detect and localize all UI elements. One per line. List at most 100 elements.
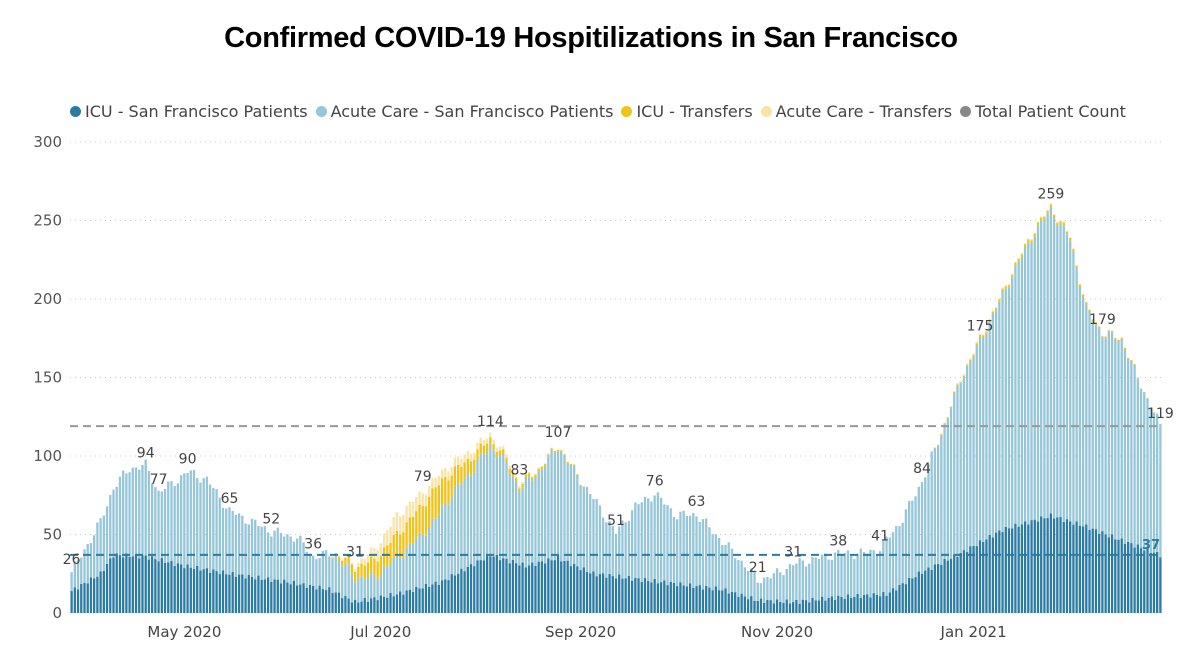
bar-acute-sf[interactable] (231, 510, 234, 572)
bar-icu-sf[interactable] (482, 560, 486, 613)
bar-icu-sf[interactable] (924, 570, 927, 613)
bar-acute-sf[interactable] (698, 521, 701, 586)
bar-acute-sf[interactable] (418, 532, 421, 589)
bar-icu-sf[interactable] (402, 594, 405, 613)
bar-icu-sf[interactable] (763, 602, 766, 613)
bar-icu-sf[interactable] (386, 597, 389, 613)
bar-acute-transfers[interactable] (360, 558, 363, 564)
bar-icu-sf[interactable] (891, 588, 895, 613)
bar-icu-sf[interactable] (756, 600, 759, 613)
bar-icu-sf[interactable] (1033, 519, 1036, 613)
bar-icu-sf[interactable] (1101, 531, 1104, 613)
bar-acute-transfers[interactable] (450, 467, 453, 476)
bar-icu-transfers[interactable] (531, 477, 534, 481)
bar-icu-transfers[interactable] (1139, 388, 1143, 390)
bar-acute-sf[interactable] (943, 424, 946, 559)
bar-icu-sf[interactable] (534, 565, 537, 613)
bar-acute-sf[interactable] (701, 519, 705, 590)
bar-icu-sf[interactable] (463, 571, 466, 613)
bar-acute-transfers[interactable] (946, 416, 949, 418)
bar-acute-transfers[interactable] (1052, 214, 1056, 216)
bar-icu-sf[interactable] (150, 556, 154, 613)
bar-icu-sf[interactable] (991, 537, 995, 613)
bar-acute-sf[interactable] (637, 504, 640, 579)
bar-icu-transfers[interactable] (357, 566, 360, 579)
bar-acute-transfers[interactable] (537, 467, 540, 469)
bar-acute-sf[interactable] (270, 536, 273, 582)
bar-icu-transfers[interactable] (537, 468, 540, 472)
bar-icu-sf[interactable] (228, 574, 231, 613)
bar-acute-sf[interactable] (856, 553, 859, 594)
bar-icu-sf[interactable] (721, 590, 724, 613)
bar-icu-sf[interactable] (469, 564, 473, 613)
bar-acute-sf[interactable] (1065, 234, 1069, 520)
bar-acute-sf[interactable] (192, 470, 196, 569)
bar-acute-sf[interactable] (956, 385, 959, 557)
bar-icu-sf[interactable] (76, 589, 80, 613)
bar-icu-sf[interactable] (885, 595, 888, 613)
bar-icu-sf[interactable] (244, 578, 247, 613)
bar-icu-transfers[interactable] (331, 557, 334, 559)
bar-acute-sf[interactable] (357, 578, 360, 603)
bar-icu-transfers[interactable] (994, 308, 998, 311)
bar-icu-sf[interactable] (1120, 538, 1123, 613)
bar-icu-transfers[interactable] (962, 375, 966, 378)
bar-acute-sf[interactable] (824, 553, 827, 601)
bar-icu-sf[interactable] (473, 566, 476, 613)
bar-acute-transfers[interactable] (337, 555, 341, 557)
bar-icu-sf[interactable] (86, 583, 89, 613)
bar-icu-sf[interactable] (1056, 517, 1059, 613)
bar-icu-sf[interactable] (89, 577, 93, 613)
bar-acute-sf[interactable] (634, 502, 637, 578)
bar-icu-sf[interactable] (270, 581, 273, 613)
bar-icu-sf[interactable] (315, 589, 318, 613)
bar-acute-sf[interactable] (953, 393, 956, 555)
bar-acute-transfers[interactable] (550, 447, 553, 449)
bar-acute-sf[interactable] (218, 497, 221, 575)
bar-icu-sf[interactable] (241, 574, 244, 613)
bar-icu-sf[interactable] (295, 585, 299, 614)
bar-icu-transfers[interactable] (353, 571, 357, 583)
bar-icu-sf[interactable] (1094, 529, 1098, 613)
bar-icu-sf[interactable] (266, 577, 270, 613)
bar-acute-transfers[interactable] (1091, 318, 1094, 320)
bar-icu-sf[interactable] (769, 600, 772, 613)
bar-acute-sf[interactable] (572, 465, 576, 564)
bar-acute-sf[interactable] (769, 578, 772, 601)
bar-acute-transfers[interactable] (978, 333, 982, 335)
bar-acute-sf[interactable] (299, 535, 302, 585)
bar-acute-transfers[interactable] (405, 505, 408, 523)
bar-acute-transfers[interactable] (402, 514, 405, 533)
bar-acute-sf[interactable] (605, 522, 608, 578)
bar-acute-transfers[interactable] (457, 456, 460, 465)
bar-icu-sf[interactable] (914, 577, 917, 613)
bar-icu-sf[interactable] (292, 580, 296, 613)
bar-icu-sf[interactable] (666, 585, 669, 613)
bar-icu-transfers[interactable] (1059, 221, 1062, 225)
bar-acute-sf[interactable] (466, 473, 469, 567)
bar-icu-sf[interactable] (959, 552, 962, 613)
bar-icu-sf[interactable] (163, 562, 167, 613)
bar-acute-sf[interactable] (846, 550, 850, 595)
bar-icu-sf[interactable] (972, 546, 975, 613)
bar-acute-sf[interactable] (444, 502, 447, 580)
bar-acute-sf[interactable] (750, 568, 753, 597)
bar-icu-sf[interactable] (1127, 541, 1130, 613)
bar-acute-sf[interactable] (817, 558, 821, 601)
bar-acute-sf[interactable] (476, 460, 479, 561)
bar-icu-transfers[interactable] (1085, 302, 1088, 305)
bar-acute-transfers[interactable] (366, 554, 370, 563)
bar-acute-sf[interactable] (685, 516, 689, 587)
bar-acute-transfers[interactable] (1007, 284, 1011, 286)
bar-acute-sf[interactable] (843, 552, 846, 599)
bar-icu-sf[interactable] (495, 554, 498, 613)
bar-acute-sf[interactable] (263, 526, 267, 580)
bar-acute-sf[interactable] (866, 553, 869, 595)
bar-icu-sf[interactable] (524, 567, 527, 613)
bar-icu-sf[interactable] (817, 600, 821, 613)
bar-acute-sf[interactable] (1036, 225, 1040, 522)
bar-acute-sf[interactable] (840, 553, 843, 597)
bar-acute-transfers[interactable] (1046, 209, 1049, 211)
bar-acute-sf[interactable] (183, 473, 186, 569)
bar-acute-sf[interactable] (283, 536, 286, 580)
